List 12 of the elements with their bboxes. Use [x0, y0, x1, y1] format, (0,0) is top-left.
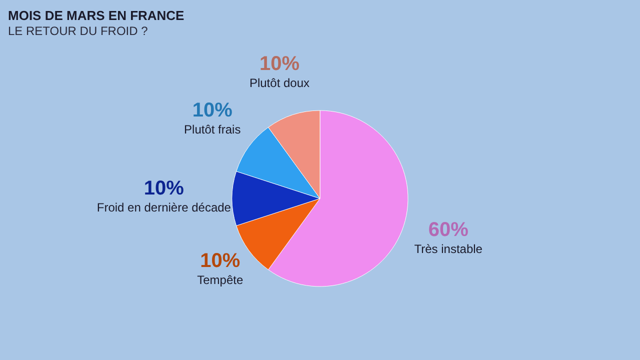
data-label: 10%	[192, 99, 233, 122]
slice-label: Plutôt doux	[249, 76, 310, 90]
chart-subtitle: LE RETOUR DU FROID ?	[8, 24, 148, 38]
data-label: 60%	[428, 219, 469, 242]
slice-label: Très instable	[414, 242, 483, 256]
slice-label: Plutôt frais	[184, 122, 241, 136]
data-label: 10%	[259, 52, 300, 75]
data-label: 10%	[144, 178, 184, 200]
chart-title: MOIS DE MARS EN FRANCE	[8, 8, 185, 23]
slice-label: Froid en dernière décade	[96, 200, 232, 214]
data-label: 10%	[200, 250, 240, 272]
slice-label: Tempête	[197, 273, 244, 288]
